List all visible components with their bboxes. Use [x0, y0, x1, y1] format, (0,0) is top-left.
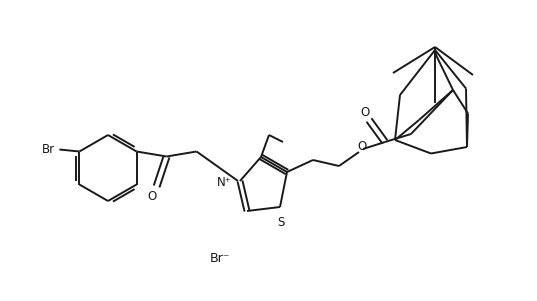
Text: Br⁻: Br⁻	[210, 252, 230, 265]
Text: O: O	[360, 107, 369, 119]
Text: O: O	[147, 190, 156, 203]
Text: O: O	[358, 139, 367, 153]
Text: N⁺: N⁺	[217, 175, 232, 188]
Text: S: S	[277, 216, 285, 229]
Text: Br: Br	[42, 143, 55, 156]
